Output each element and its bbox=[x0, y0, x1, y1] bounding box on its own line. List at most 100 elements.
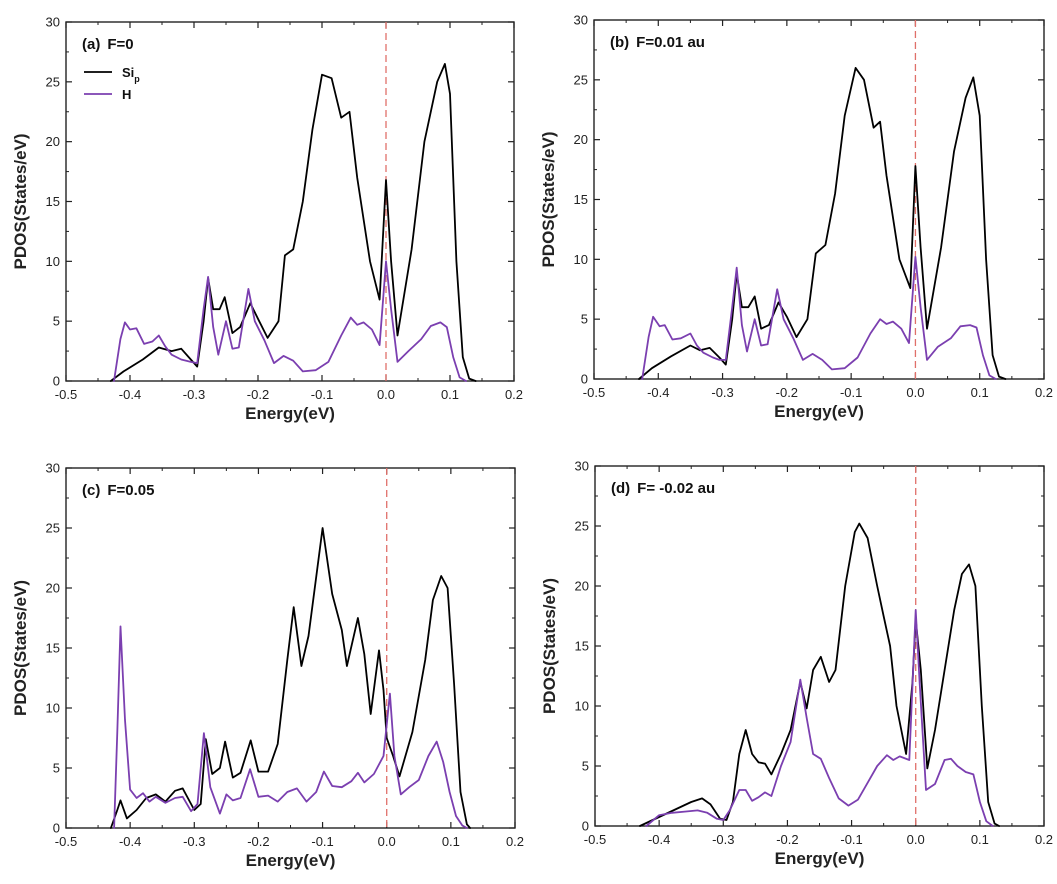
x-tick-label: -0.3 bbox=[183, 834, 205, 849]
y-tick-label: 0 bbox=[582, 819, 589, 834]
x-axis-title: Energy(eV) bbox=[774, 402, 864, 421]
y-tick-label: 20 bbox=[575, 579, 589, 594]
panel-title: F= -0.02 au bbox=[637, 480, 715, 497]
panel-letter: (a) bbox=[82, 36, 100, 53]
legend-label: Sip bbox=[122, 65, 140, 84]
x-tick-label: 0.2 bbox=[1035, 832, 1053, 847]
y-tick-label: 20 bbox=[46, 581, 60, 596]
y-tick-label: 10 bbox=[46, 701, 60, 716]
series-line-si-p bbox=[110, 527, 471, 829]
legend-name: Si bbox=[122, 65, 134, 80]
y-tick-label: 30 bbox=[575, 459, 589, 474]
series-line-si-p bbox=[638, 67, 1007, 380]
x-tick-label: -0.3 bbox=[183, 387, 205, 402]
y-tick-label: 15 bbox=[574, 192, 588, 207]
legend-name: H bbox=[122, 87, 131, 102]
y-axis-title: PDOS(States/eV) bbox=[539, 131, 558, 267]
panel-label: (b) F=0.01 au bbox=[610, 34, 705, 51]
y-tick-label: 15 bbox=[46, 641, 60, 656]
x-tick-label: -0.1 bbox=[840, 832, 862, 847]
series-line-h bbox=[113, 260, 467, 382]
x-tick-label: 0.0 bbox=[907, 832, 925, 847]
x-tick-label: 0.0 bbox=[906, 385, 924, 400]
panel-label: (d) F= -0.02 au bbox=[611, 480, 715, 497]
panel-title: F=0.05 bbox=[107, 482, 154, 499]
y-tick-label: 5 bbox=[582, 759, 589, 774]
panel-c: -0.5 -0.4 -0.3 -0.2 -0.1 0.0 0.1 0.2 0 5 10 15 20 25 3… bbox=[11, 461, 524, 871]
x-axis-title: Energy(eV) bbox=[775, 849, 865, 868]
y-tick-label: 25 bbox=[575, 519, 589, 534]
panel-letter: (c) bbox=[82, 482, 100, 499]
y-axis-title: PDOS(States/eV) bbox=[11, 580, 30, 716]
plot-frame bbox=[594, 465, 1045, 827]
y-axis-title: PDOS(States/eV) bbox=[540, 578, 559, 714]
panel-title: F=0.01 au bbox=[636, 34, 705, 51]
x-tick-label: -0.2 bbox=[247, 387, 269, 402]
y-tick-label: 15 bbox=[46, 194, 60, 209]
x-tick-label: -0.2 bbox=[247, 834, 269, 849]
y-tick-label: 20 bbox=[574, 132, 588, 147]
x-tick-label: 0.1 bbox=[441, 387, 459, 402]
x-tick-label: 0.0 bbox=[377, 387, 395, 402]
panel-b: -0.5 -0.4 -0.3 -0.2 -0.1 0.0 0.1 0.2 0 5 10 15 20 25 3… bbox=[539, 13, 1053, 422]
x-axis-title: Energy(eV) bbox=[246, 851, 336, 870]
y-tick-label: 30 bbox=[46, 15, 60, 30]
y-axis-title: PDOS(States/eV) bbox=[11, 133, 30, 269]
x-tick-label: -0.1 bbox=[311, 834, 333, 849]
series-line-si-p bbox=[109, 63, 477, 382]
x-tick-label: 0.1 bbox=[442, 834, 460, 849]
y-tick-label: 25 bbox=[46, 521, 60, 536]
x-tick-label: -0.1 bbox=[311, 387, 333, 402]
x-tick-label: -0.4 bbox=[119, 387, 141, 402]
x-tick-label: -0.5 bbox=[584, 832, 606, 847]
x-tick-label: -0.2 bbox=[776, 832, 798, 847]
y-tick-label: 5 bbox=[581, 312, 588, 327]
x-axis-title: Energy(eV) bbox=[245, 404, 335, 423]
y-tick-label: 25 bbox=[46, 74, 60, 89]
x-tick-label: -0.2 bbox=[776, 385, 798, 400]
y-tick-label: 0 bbox=[581, 372, 588, 387]
x-tick-label: -0.3 bbox=[712, 832, 734, 847]
series-line-h bbox=[641, 255, 997, 380]
panel-label: (c) F=0.05 bbox=[82, 482, 154, 499]
x-tick-label: -0.4 bbox=[119, 834, 141, 849]
panel-letter: (b) bbox=[610, 34, 629, 51]
series-line-h bbox=[113, 625, 468, 829]
legend-label: H bbox=[122, 87, 131, 102]
y-tick-label: 15 bbox=[575, 639, 589, 654]
panel-a: -0.5 -0.4 -0.3 -0.2 -0.1 0.0 0.1 0.2 0 5 10 15 20 25 3… bbox=[11, 15, 523, 424]
y-tick-label: 0 bbox=[53, 821, 60, 836]
y-tick-label: 30 bbox=[574, 13, 588, 28]
x-tick-label: -0.4 bbox=[647, 385, 669, 400]
panel-letter: (d) bbox=[611, 480, 630, 497]
legend-subscript: p bbox=[134, 74, 140, 84]
y-tick-label: 30 bbox=[46, 461, 60, 476]
x-tick-label: -0.5 bbox=[55, 834, 77, 849]
x-tick-label: -0.4 bbox=[648, 832, 670, 847]
series-line-h bbox=[645, 609, 994, 827]
x-tick-label: 0.0 bbox=[378, 834, 396, 849]
x-tick-label: 0.1 bbox=[971, 832, 989, 847]
y-tick-label: 5 bbox=[53, 761, 60, 776]
x-tick-label: 0.2 bbox=[506, 834, 524, 849]
panel-d: -0.5 -0.4 -0.3 -0.2 -0.1 0.0 0.1 0.2 0 5 10 15 20 25 3… bbox=[540, 459, 1053, 869]
y-tick-label: 10 bbox=[575, 699, 589, 714]
y-tick-label: 10 bbox=[46, 254, 60, 269]
y-tick-label: 0 bbox=[53, 374, 60, 389]
panel-title: F=0 bbox=[107, 36, 133, 53]
y-tick-label: 10 bbox=[574, 252, 588, 267]
x-tick-label: -0.1 bbox=[840, 385, 862, 400]
x-tick-label: -0.3 bbox=[711, 385, 733, 400]
plot-frame bbox=[65, 467, 516, 829]
x-tick-label: -0.5 bbox=[583, 385, 605, 400]
x-tick-label: 0.2 bbox=[505, 387, 523, 402]
y-tick-label: 25 bbox=[574, 72, 588, 87]
y-tick-label: 5 bbox=[53, 314, 60, 329]
x-tick-label: 0.2 bbox=[1035, 385, 1053, 400]
series-line-si-p bbox=[639, 522, 1000, 827]
y-tick-label: 20 bbox=[46, 134, 60, 149]
panel-label: (a) F=0 bbox=[82, 36, 134, 53]
x-tick-label: 0.1 bbox=[971, 385, 989, 400]
x-tick-label: -0.5 bbox=[55, 387, 77, 402]
